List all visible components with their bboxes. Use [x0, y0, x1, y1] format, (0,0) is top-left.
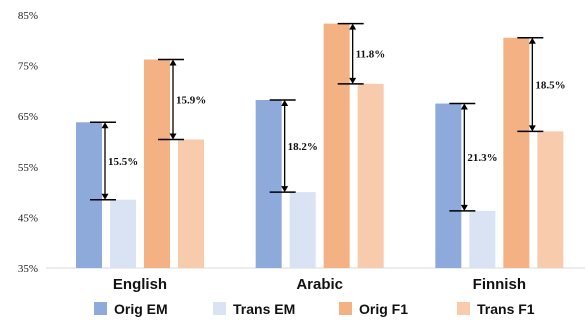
legend-swatch — [94, 302, 107, 315]
bar-trans-em-arabic — [289, 192, 316, 268]
gap-label: 15.9% — [176, 95, 206, 107]
arrow-head — [528, 125, 536, 132]
legend-label: Trans F1 — [477, 301, 535, 317]
legend-label: Orig EM — [114, 301, 168, 317]
y-tick-label: 85% — [18, 10, 38, 22]
legend-swatch — [339, 302, 352, 315]
legend: Orig EM Trans EM Orig F1 Trans F1 — [94, 301, 535, 317]
bar-orig-f1-finnish — [503, 37, 530, 268]
y-tick-label: 75% — [18, 61, 38, 73]
category-label: Finnish — [473, 276, 526, 293]
arrow-head — [101, 122, 109, 129]
gap-label: 18.5% — [535, 80, 565, 92]
arrow-head — [281, 100, 289, 107]
gap-label: 21.3% — [467, 152, 497, 164]
arrow-head — [169, 59, 177, 66]
y-tick-label: 35% — [18, 263, 38, 275]
y-tick-label: 65% — [18, 111, 38, 123]
arrow-head — [349, 77, 357, 84]
bar-orig-em-english — [76, 122, 102, 268]
arrow-head — [281, 186, 289, 193]
category-label: Arabic — [296, 276, 343, 293]
bar-trans-f1-english — [178, 139, 204, 268]
legend-label: Trans EM — [233, 301, 295, 317]
legend-label: Orig F1 — [359, 301, 408, 317]
bar-trans-f1-arabic — [357, 83, 384, 268]
arrow-head — [101, 193, 109, 200]
bar-orig-f1-arabic — [323, 23, 350, 268]
arrow-head — [460, 204, 468, 211]
arrow-head — [349, 23, 357, 30]
bar-orig-f1-english — [144, 59, 170, 268]
category-label: English — [113, 276, 167, 293]
bar-trans-f1-finnish — [537, 131, 564, 268]
bar-trans-em-english — [110, 199, 136, 268]
bar-orig-em-finnish — [435, 103, 462, 268]
bar-orig-em-arabic — [255, 100, 282, 269]
arrow-head — [460, 103, 468, 110]
category-labels: English Arabic Finnish — [113, 276, 526, 293]
arrow-head — [528, 37, 536, 44]
gap-label: 11.8% — [356, 49, 386, 61]
gap-label: 18.2% — [288, 141, 318, 153]
arrow-head — [169, 133, 177, 140]
y-tick-label: 55% — [18, 162, 38, 174]
legend-swatch — [213, 302, 226, 315]
legend-swatch — [457, 302, 470, 315]
gap-annotations: 15.5% 15.9% 18.2% 11.8% 21.3% 18.5% — [90, 22, 566, 212]
bars-layer — [76, 23, 564, 269]
gap-label: 15.5% — [108, 156, 138, 168]
bar-trans-em-finnish — [469, 210, 496, 268]
y-tick-label: 45% — [18, 212, 38, 224]
